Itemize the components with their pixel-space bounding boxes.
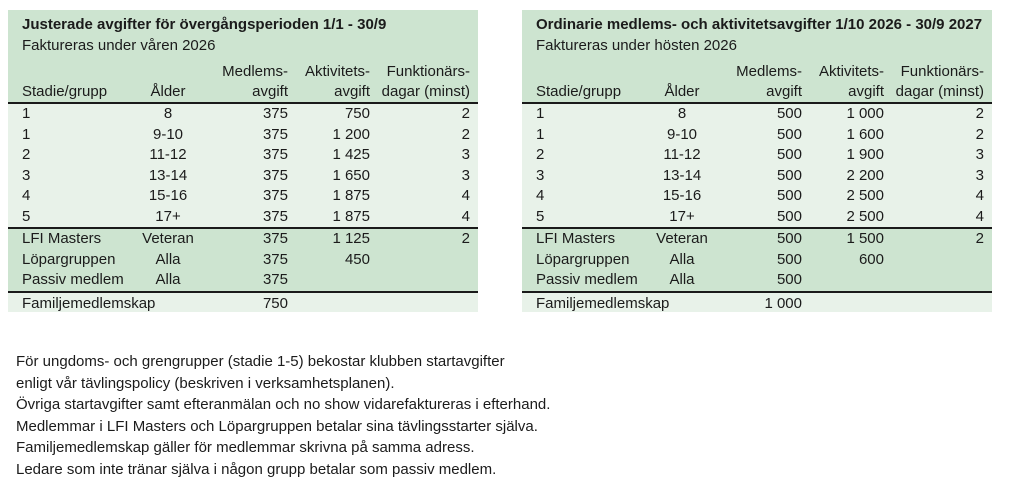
col-aktivitets-line1: Aktivitets- [818, 63, 884, 80]
footnote-line: För ungdoms- och grengrupper (stadie 1-5… [16, 353, 505, 370]
table-header-block: Ordinarie medlems- och aktivitetsavgifte… [522, 10, 992, 104]
table-main-rows: 1 8 375 750 2 1 9-10 375 1 200 2 2 11-12 375 1 425 3… [8, 104, 478, 227]
col-stadie-grupp: Stadie/grupp [22, 83, 108, 100]
table-title: Ordinarie medlems- och aktivitetsavgifte… [536, 16, 983, 33]
family-membership-row: Familjemedlemskap 750 [8, 290, 478, 312]
ordinary-fees-table: Ordinarie medlems- och aktivitetsavgifte… [522, 10, 992, 312]
column-header-row-2: Stadie/grupp Ålder avgift avgift dagar (… [522, 81, 992, 102]
table-row: 2 11-12 375 1 425 3 [22, 146, 470, 163]
footnotes: För ungdoms- och grengrupper (stadie 1-5… [16, 351, 550, 480]
col-aktivitets-line2: avgift [334, 83, 370, 100]
table-row: 4 15-16 375 1 875 4 [22, 187, 470, 204]
footnote-line: Medlemmar i LFI Masters och Löpargruppen… [16, 417, 538, 435]
footnote-line: Övriga startavgifter samt efteranmälan o… [16, 396, 551, 413]
table-row: 1 8 500 1 000 2 [536, 105, 984, 122]
table-row: 1 9-10 375 1 200 2 [22, 125, 470, 143]
family-membership-value: 750 [262, 294, 288, 312]
col-alder: Ålder [150, 83, 186, 100]
table-row: 4 15-16 500 2 500 4 [536, 187, 984, 204]
col-aktivitets-line2: avgift [848, 83, 884, 100]
col-medlems-line1: Medlems- [222, 63, 288, 80]
table-row: Löpargruppen Alla 375 450 [22, 250, 370, 268]
col-medlems-line2: avgift [766, 83, 802, 100]
footnote-line: Familjemedlemskap gäller för medlemmar s… [16, 439, 475, 456]
transition-fees-table: Justerade avgifter för övergångsperioden… [8, 10, 478, 312]
col-stadie-grupp: Stadie/grupp [536, 83, 622, 100]
table-row: 1 8 375 750 2 [22, 105, 470, 122]
table-row: 5 17+ 375 1 875 4 [22, 207, 470, 225]
table-row: Passiv medlem Alla 375 [22, 271, 288, 288]
column-header-row-1: Medlems- Aktivitets- Funktionärs- [8, 62, 478, 81]
column-header-row-1: Medlems- Aktivitets- Funktionärs- [522, 62, 992, 81]
family-membership-value: 1 000 [764, 294, 802, 312]
col-funktionars-line2: dagar (minst) [381, 83, 470, 100]
family-membership-row: Familjemedlemskap 1 000 [522, 290, 992, 312]
table-row: 2 11-12 500 1 900 3 [536, 146, 984, 163]
table-main-rows: 1 8 500 1 000 2 1 9-10 500 1 600 2 2 11-12 500 1 90… [522, 104, 992, 227]
family-membership-label: Familjemedlemskap [22, 294, 156, 312]
footnote-line: enligt vår tävlingspolicy (beskriven i v… [16, 374, 395, 392]
fee-tables-container: Justerade avgifter för övergångsperioden… [8, 10, 992, 312]
table-row: 3 13-14 375 1 650 3 [22, 166, 470, 184]
table-row: LFI Masters Veteran 500 1 500 2 [536, 230, 984, 247]
table-subtitle: Faktureras under hösten 2026 [536, 37, 737, 54]
table-title: Justerade avgifter för övergångsperioden… [22, 16, 387, 33]
table-row: 5 17+ 500 2 500 4 [536, 207, 984, 225]
table-row: Löpargruppen Alla 500 600 [536, 250, 884, 268]
table-row: Passiv medlem Alla 500 [536, 271, 802, 288]
table-row: 3 13-14 500 2 200 3 [536, 166, 984, 184]
table-special-groups: LFI Masters Veteran 375 1 125 2 Löpargruppen… [8, 227, 478, 291]
col-funktionars-line1: Funktionärs- [386, 63, 470, 80]
col-medlems-line1: Medlems- [736, 63, 802, 80]
table-row: LFI Masters Veteran 375 1 125 2 [22, 230, 470, 247]
table-header-block: Justerade avgifter för övergångsperioden… [8, 10, 478, 104]
table-subtitle: Faktureras under våren 2026 [22, 37, 216, 54]
col-funktionars-line2: dagar (minst) [895, 83, 984, 100]
table-row: 1 9-10 500 1 600 2 [536, 125, 984, 143]
col-funktionars-line1: Funktionärs- [900, 63, 984, 80]
family-membership-label: Familjemedlemskap [536, 294, 670, 312]
col-medlems-line2: avgift [252, 83, 288, 100]
column-header-row-2: Stadie/grupp Ålder avgift avgift dagar (… [8, 81, 478, 102]
col-alder: Ålder [664, 83, 700, 100]
footnote-line: Ledare som inte tränar själva i någon gr… [16, 460, 497, 478]
col-aktivitets-line1: Aktivitets- [304, 63, 370, 80]
table-special-groups: LFI Masters Veteran 500 1 500 2 Löpargruppen… [522, 227, 992, 291]
